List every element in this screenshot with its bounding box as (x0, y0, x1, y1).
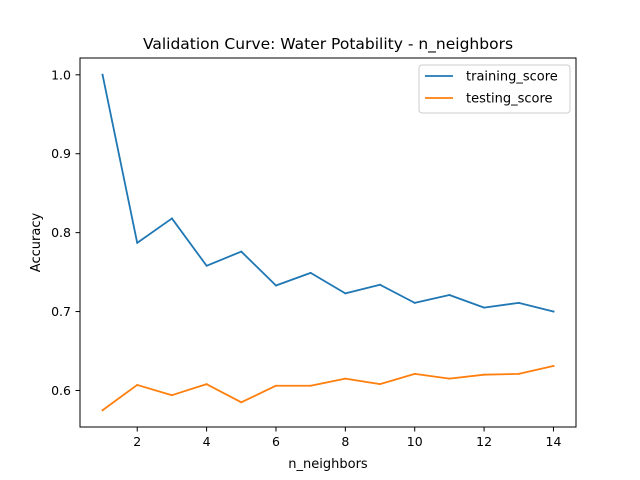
series-line-testing-score (101, 364, 555, 412)
x-tick-label: 14 (546, 434, 562, 449)
data-point-testing-score (379, 383, 382, 386)
legend: training_score testing_score (418, 64, 571, 114)
y-tick-label: 0.6 (51, 383, 71, 398)
data-point-training-score (448, 293, 451, 296)
data-point-training-score (379, 283, 382, 286)
legend-box (418, 64, 571, 114)
data-point-testing-score (170, 394, 173, 397)
x-axis-label: n_neighbors (288, 457, 368, 472)
x-tick-label: 6 (272, 434, 280, 449)
data-point-testing-score (413, 372, 416, 375)
chart-title: Validation Curve: Water Potability - n_n… (143, 35, 513, 54)
data-point-testing-score (101, 409, 104, 412)
data-point-testing-score (240, 401, 243, 404)
data-point-training-score (240, 250, 243, 253)
y-tick-label: 0.8 (51, 225, 71, 240)
y-tick-label: 0.9 (51, 146, 71, 161)
y-tick-label: 1.0 (51, 67, 71, 82)
data-point-training-score (483, 306, 486, 309)
data-point-testing-score (344, 377, 347, 380)
data-point-testing-score (483, 373, 486, 376)
series-layer (101, 73, 555, 412)
x-tick-label: 12 (476, 434, 492, 449)
x-axis-ticks: 2 4 6 8 10 12 14 (133, 427, 561, 449)
x-tick-label: 2 (133, 434, 141, 449)
data-point-testing-score (552, 365, 555, 367)
y-axis-label: Accuracy (29, 213, 44, 273)
y-axis-ticks: 0.6 0.7 0.8 0.9 1.0 (51, 67, 80, 398)
data-point-testing-score (274, 384, 277, 387)
y-tick-label: 0.7 (51, 304, 71, 319)
data-point-training-score (205, 264, 208, 267)
data-point-training-score (309, 271, 312, 274)
data-point-training-score (136, 241, 139, 244)
data-point-testing-score (205, 383, 208, 386)
data-point-training-score (517, 301, 520, 304)
axes-frame (79, 57, 577, 428)
plot-area (79, 57, 577, 428)
x-tick-label: 4 (203, 434, 211, 449)
data-point-training-score (552, 310, 555, 313)
legend-label-training-score: training_score (466, 70, 558, 85)
x-tick-label: 10 (407, 434, 423, 449)
x-tick-label: 8 (341, 434, 349, 449)
data-point-testing-score (136, 383, 139, 386)
data-point-testing-score (517, 372, 520, 375)
data-point-testing-score (309, 384, 312, 387)
legend-label-testing-score: testing_score (466, 92, 553, 107)
data-point-training-score (413, 301, 416, 304)
data-point-testing-score (448, 377, 451, 380)
data-point-training-score (101, 73, 104, 76)
data-point-training-score (344, 292, 347, 295)
data-point-training-score (274, 284, 277, 287)
series-line-training-score (101, 73, 555, 313)
data-point-training-score (170, 217, 173, 220)
